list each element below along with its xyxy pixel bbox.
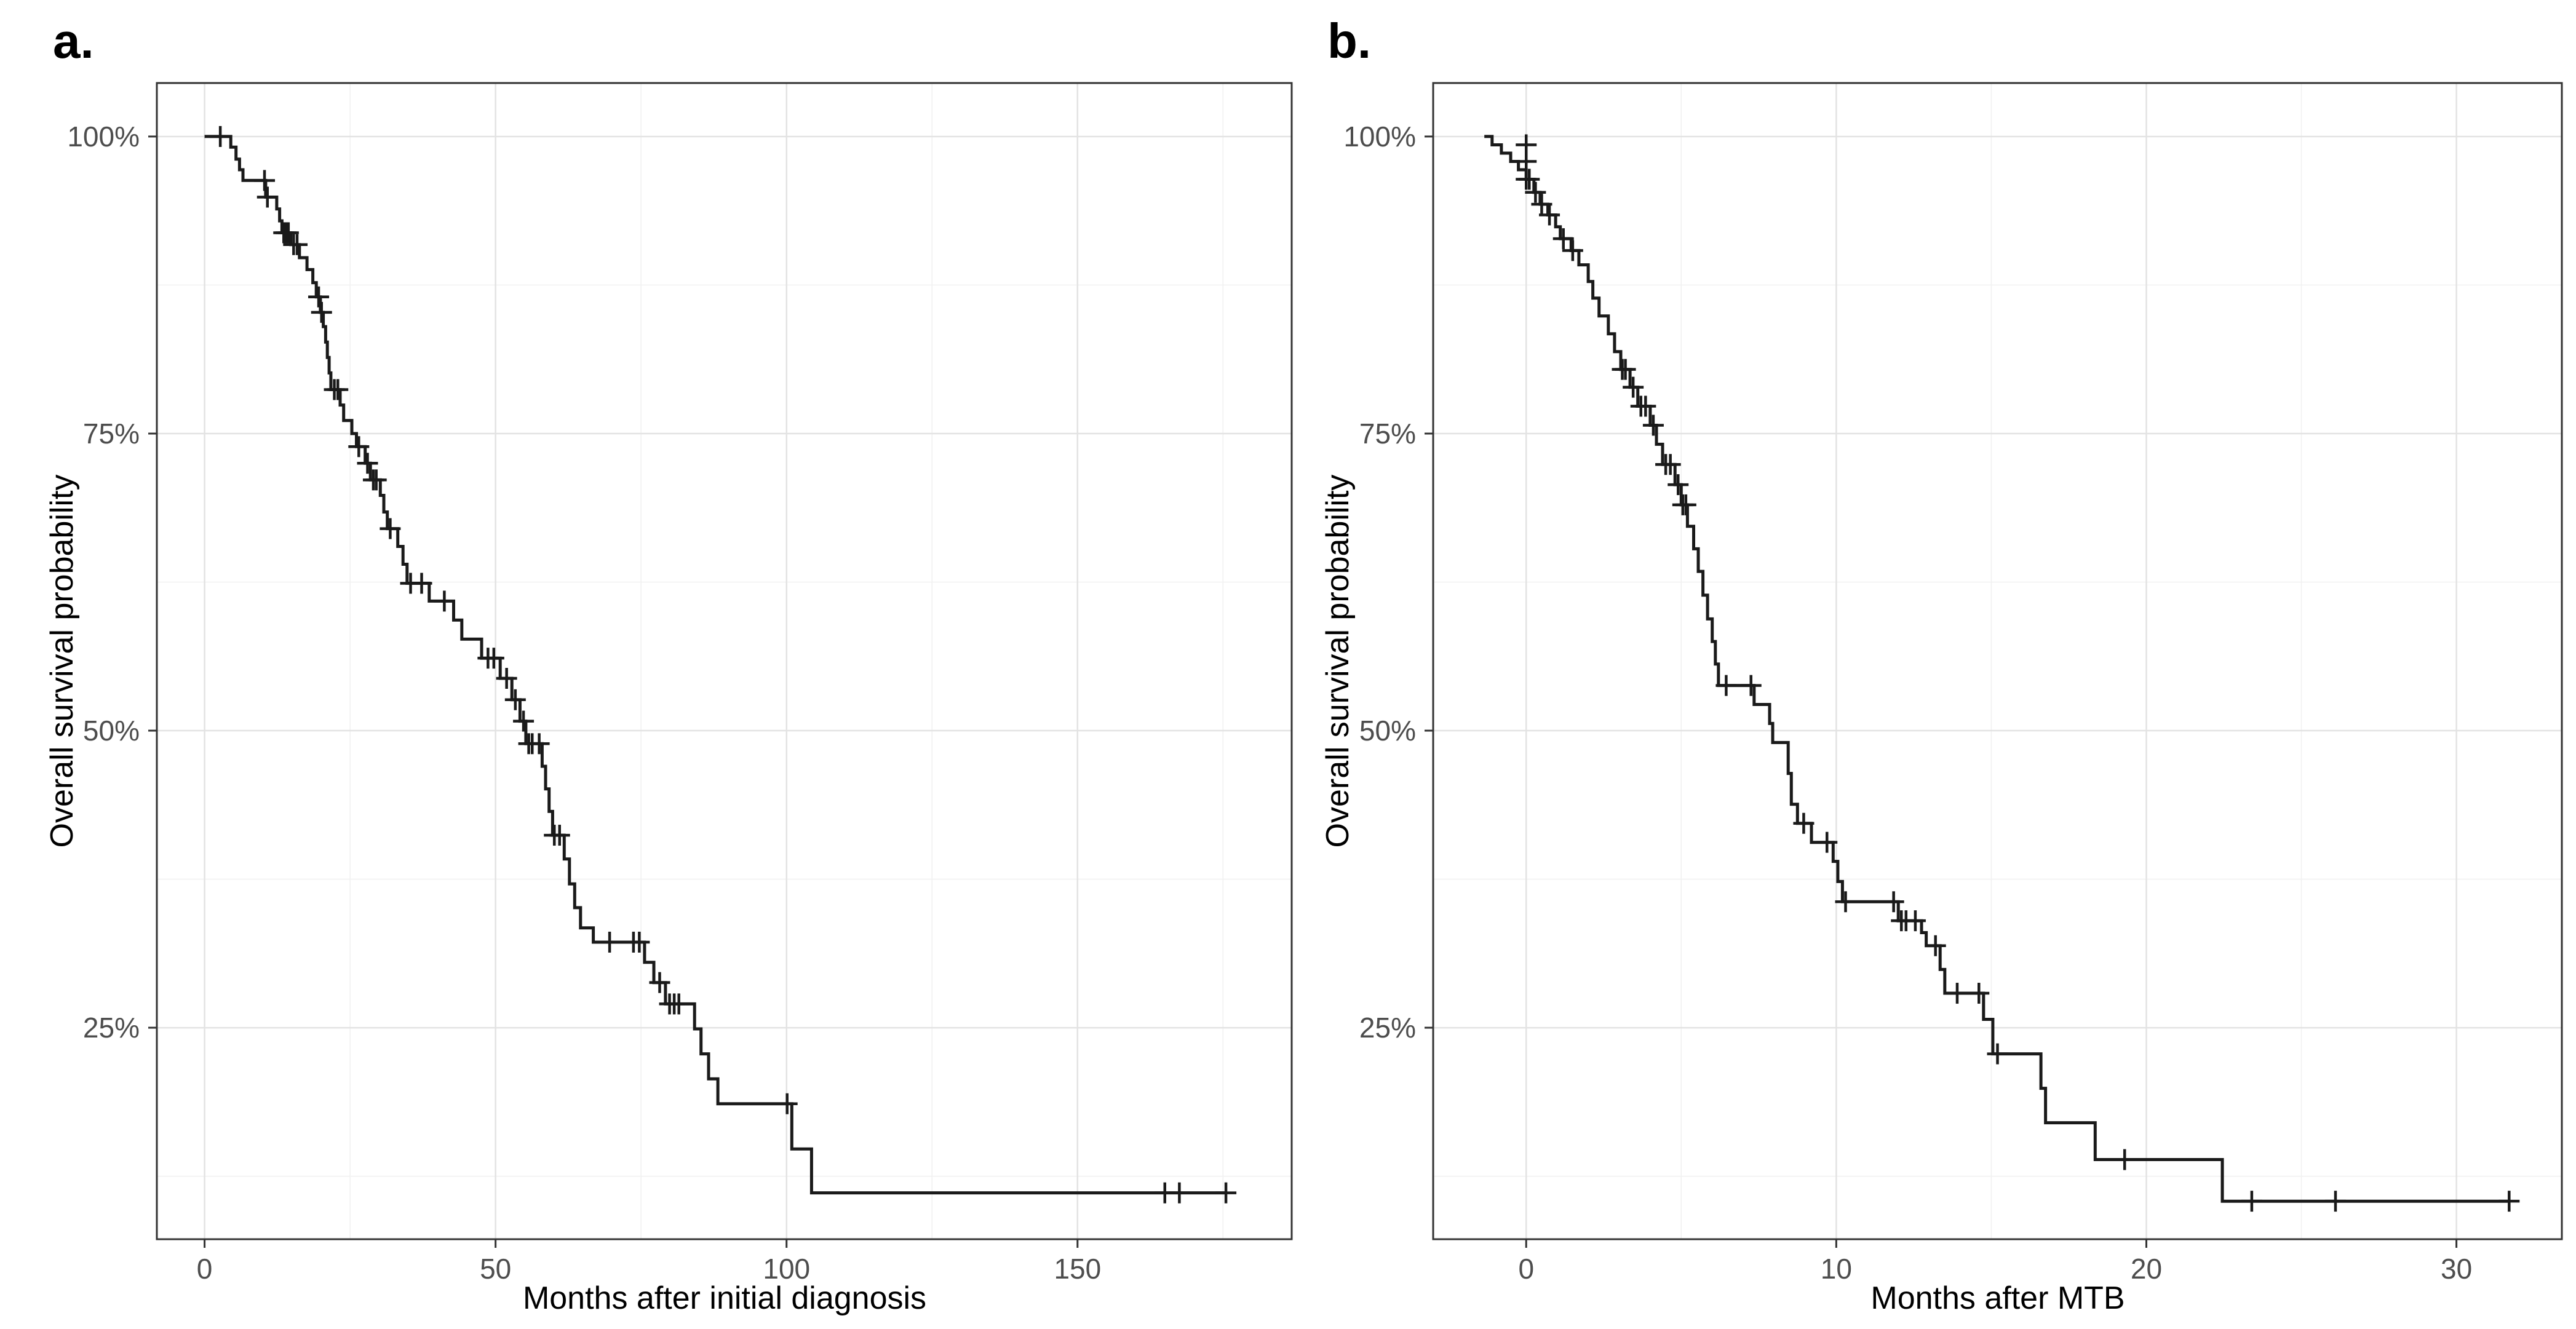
panel-a-x-axis-title: Months after initial diagnosis <box>523 1280 926 1316</box>
x-tick-label: 0 <box>1518 1253 1534 1285</box>
panel-b-y-axis-title: Overall survival probability <box>1320 475 1356 848</box>
x-tick-label: 100 <box>763 1253 810 1285</box>
panel-b-x-axis-title: Months after MTB <box>1870 1280 2125 1316</box>
panel-a-letter: a. <box>53 14 94 68</box>
y-tick-label: 75% <box>1359 418 1416 450</box>
x-tick-label: 20 <box>2131 1253 2162 1285</box>
y-tick-label: 25% <box>1359 1012 1416 1044</box>
km-panel-b: 0 10 20 30 100% 75% 50% 25% <box>1343 82 2563 1285</box>
y-tick-label: 50% <box>1359 715 1416 747</box>
survival-curve-a <box>204 135 1226 1195</box>
x-tick-label: 30 <box>2441 1253 2472 1285</box>
chart-layers: 0 50 100 150 100% 75% 50% 25% 0 10 20 30 100% 75% 50% 2… <box>67 82 2563 1285</box>
y-tick-label: 100% <box>1343 121 1416 153</box>
panel-border-b <box>1432 82 2563 1240</box>
panel-b-letter: b. <box>1327 14 1371 68</box>
censor-marks-a <box>210 125 1237 1204</box>
censor-marks-b <box>1516 134 2520 1212</box>
panel-a-y-axis-title: Overall survival probability <box>44 475 80 848</box>
panel-border-a <box>156 82 1293 1240</box>
x-tick-label: 50 <box>480 1253 511 1285</box>
x-tick-label: 0 <box>197 1253 213 1285</box>
y-tick-label: 75% <box>83 418 140 450</box>
y-tick-label: 100% <box>67 121 140 153</box>
survival-curve-b <box>1484 135 2510 1203</box>
x-tick-label: 150 <box>1054 1253 1101 1285</box>
y-tick-label: 25% <box>83 1012 140 1044</box>
y-tick-label: 50% <box>83 715 140 747</box>
km-panel-a: 0 50 100 150 100% 75% 50% 25% <box>67 82 1293 1285</box>
x-tick-label: 10 <box>1821 1253 1852 1285</box>
